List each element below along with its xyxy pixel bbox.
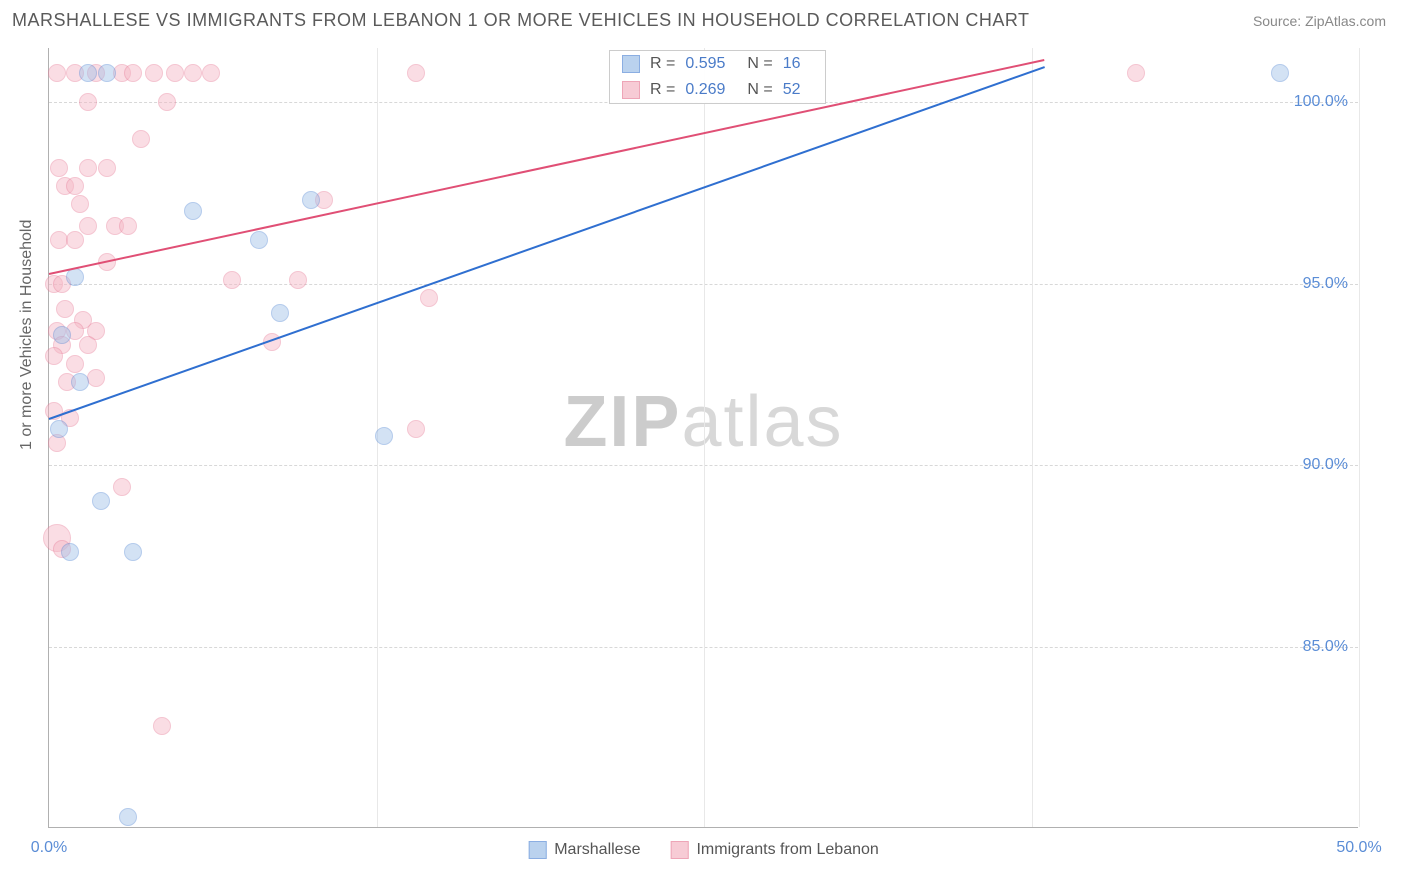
scatter-point-lebanon (124, 64, 142, 82)
scatter-point-marshallese (375, 427, 393, 445)
scatter-point-lebanon (202, 64, 220, 82)
scatter-point-lebanon (158, 93, 176, 111)
x-tick-label: 50.0% (1336, 839, 1381, 857)
scatter-point-lebanon (98, 159, 116, 177)
scatter-point-marshallese (92, 492, 110, 510)
watermark-bold: ZIP (563, 382, 681, 462)
gridline-v (704, 48, 705, 827)
gridline-v (1359, 48, 1360, 827)
scatter-point-marshallese (250, 231, 268, 249)
stat-r-value-marshallese: 0.595 (685, 55, 725, 73)
scatter-point-lebanon (1127, 64, 1145, 82)
stat-r-label: R = (650, 55, 675, 73)
gridline-v (1032, 48, 1033, 827)
scatter-point-lebanon (48, 64, 66, 82)
y-tick-label: 90.0% (1303, 456, 1348, 474)
scatter-point-lebanon (407, 64, 425, 82)
legend-stats-row-marshallese: R = 0.595 N = 16 (610, 51, 825, 77)
chart-header: MARSHALLESE VS IMMIGRANTS FROM LEBANON 1… (0, 0, 1406, 36)
stat-n-label: N = (747, 55, 772, 73)
stat-r-value-lebanon: 0.269 (685, 81, 725, 99)
trendline-marshallese (49, 66, 1045, 420)
legend-stats-box: R = 0.595 N = 16 R = 0.269 N = 52 (609, 50, 826, 104)
x-tick-label: 0.0% (31, 839, 67, 857)
scatter-point-marshallese (61, 543, 79, 561)
y-axis-label: 1 or more Vehicles in Household (18, 220, 36, 450)
scatter-point-marshallese (53, 326, 71, 344)
scatter-point-marshallese (302, 191, 320, 209)
chart-title: MARSHALLESE VS IMMIGRANTS FROM LEBANON 1… (12, 10, 1030, 31)
scatter-point-lebanon (79, 93, 97, 111)
stat-n-value-lebanon: 52 (783, 81, 801, 99)
scatter-point-lebanon (45, 347, 63, 365)
scatter-point-lebanon (119, 217, 137, 235)
y-tick-label: 95.0% (1303, 275, 1348, 293)
legend-item-lebanon: Immigrants from Lebanon (670, 841, 878, 859)
scatter-point-lebanon (223, 271, 241, 289)
scatter-point-lebanon (420, 289, 438, 307)
scatter-point-lebanon (407, 420, 425, 438)
scatter-point-lebanon (145, 64, 163, 82)
scatter-point-marshallese (271, 304, 289, 322)
scatter-point-lebanon (113, 478, 131, 496)
scatter-point-lebanon (153, 717, 171, 735)
scatter-point-lebanon (132, 130, 150, 148)
y-tick-label: 100.0% (1294, 93, 1348, 111)
legend-label-lebanon: Immigrants from Lebanon (696, 841, 878, 859)
scatter-point-lebanon (166, 64, 184, 82)
legend-item-marshallese: Marshallese (528, 841, 640, 859)
scatter-point-lebanon (56, 300, 74, 318)
scatter-point-lebanon (289, 271, 307, 289)
plot-area: ZIPatlas R = 0.595 N = 16 R = 0.269 N = … (48, 48, 1358, 828)
legend-stats-row-lebanon: R = 0.269 N = 52 (610, 77, 825, 103)
swatch-marshallese (622, 55, 640, 73)
swatch-lebanon (670, 841, 688, 859)
scatter-point-lebanon (71, 195, 89, 213)
scatter-point-marshallese (124, 543, 142, 561)
scatter-point-marshallese (184, 202, 202, 220)
scatter-point-marshallese (50, 420, 68, 438)
swatch-marshallese (528, 841, 546, 859)
legend-label-marshallese: Marshallese (554, 841, 640, 859)
scatter-point-marshallese (1271, 64, 1289, 82)
scatter-point-lebanon (79, 217, 97, 235)
stat-r-label: R = (650, 81, 675, 99)
stat-n-value-marshallese: 16 (783, 55, 801, 73)
scatter-point-lebanon (79, 159, 97, 177)
scatter-point-lebanon (87, 369, 105, 387)
scatter-point-lebanon (50, 159, 68, 177)
stat-n-label: N = (747, 81, 772, 99)
swatch-lebanon (622, 81, 640, 99)
y-tick-label: 85.0% (1303, 638, 1348, 656)
scatter-point-marshallese (79, 64, 97, 82)
bottom-legend: Marshallese Immigrants from Lebanon (528, 841, 879, 859)
scatter-point-marshallese (98, 64, 116, 82)
chart-source: Source: ZipAtlas.com (1253, 13, 1386, 29)
scatter-point-lebanon (66, 355, 84, 373)
scatter-point-lebanon (66, 177, 84, 195)
scatter-point-marshallese (71, 373, 89, 391)
watermark-rest: atlas (681, 382, 843, 462)
scatter-point-lebanon (66, 231, 84, 249)
scatter-point-lebanon (79, 336, 97, 354)
scatter-point-lebanon (184, 64, 202, 82)
scatter-point-marshallese (119, 808, 137, 826)
